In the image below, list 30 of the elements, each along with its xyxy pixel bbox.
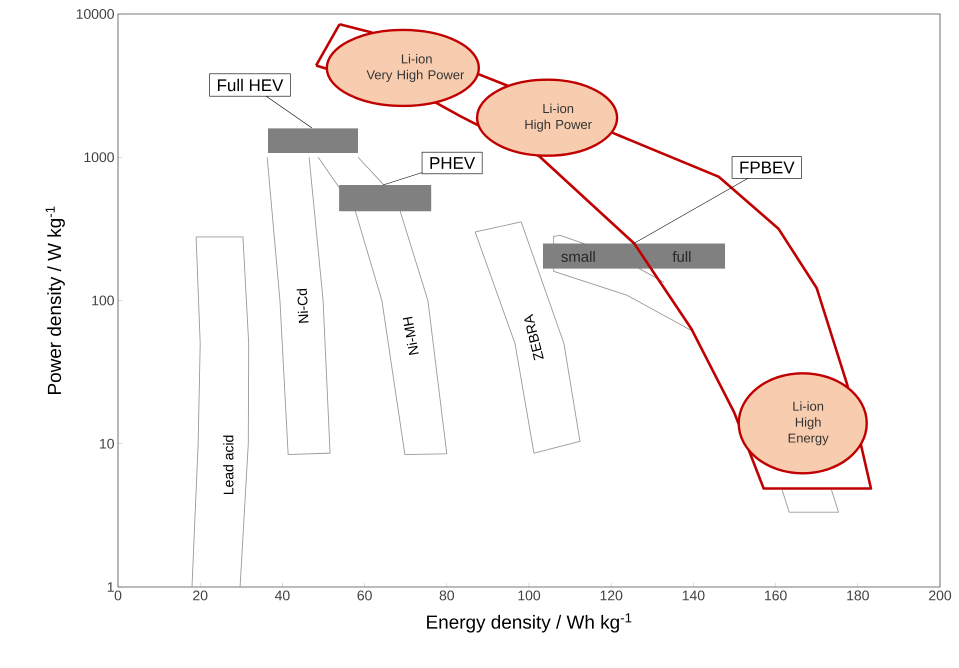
x-tick-label: 200 <box>929 590 952 600</box>
x-tick-label: 0 <box>114 590 122 600</box>
x-tick-label: 60 <box>358 590 372 600</box>
y-axis-title: Power density / W kg$^{-1}$ <box>46 206 65 394</box>
text: Ni-Cd <box>296 288 308 323</box>
y-tick-label: 10 <box>100 438 114 449</box>
x-tick-label: 20 <box>193 590 208 600</box>
annotation: Li-ion High Energy <box>788 401 829 446</box>
x-tick-label: 80 <box>440 590 454 600</box>
x-tick-label: 100 <box>518 590 540 600</box>
annotation: Full HEV <box>218 78 284 92</box>
x-tick-label: 140 <box>682 590 704 600</box>
y-tick-label: 1000 <box>84 152 114 162</box>
x-tick-label: 40 <box>274 590 290 600</box>
y-tick-label: 1 <box>108 582 114 592</box>
x-tick-label: 120 <box>600 590 622 600</box>
x-tick-label: 180 <box>847 590 869 600</box>
text: Ni-MH <box>402 316 419 356</box>
x-axis-title: Energy density / Wh kg$^{-1}$ <box>427 613 632 633</box>
y-tick-label: 100 <box>92 296 114 306</box>
annotation: FPBEV <box>740 162 795 174</box>
annotation: full <box>672 250 690 262</box>
text: Lead acid <box>223 436 234 494</box>
annotation: small <box>561 250 595 262</box>
annotation: Li-ion Very High Power <box>366 54 464 82</box>
annotation: Li-ion High Power <box>525 104 592 132</box>
text: ZEBRA <box>524 314 544 360</box>
x-tick-label: 160 <box>765 590 787 600</box>
annotation: PHEV <box>430 157 476 169</box>
y-tick-label: 10000 <box>76 9 114 19</box>
